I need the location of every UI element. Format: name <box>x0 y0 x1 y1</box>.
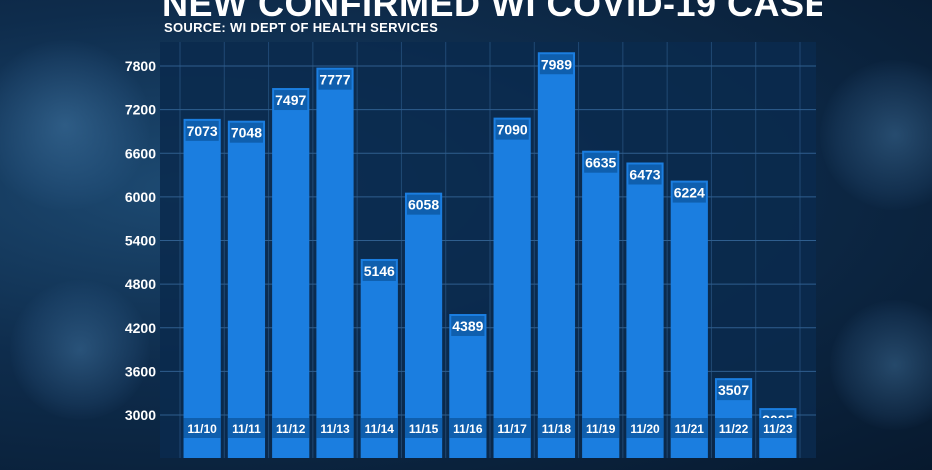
bar <box>670 180 708 459</box>
x-tick-label: 11/13 <box>320 422 350 436</box>
y-tick-label: 5400 <box>125 233 156 249</box>
bar <box>626 162 664 459</box>
bar-value-label: 7090 <box>497 122 528 138</box>
bar-value-label: 6224 <box>674 185 705 201</box>
y-tick-label: 7800 <box>125 58 156 74</box>
virus-decoration <box>820 60 932 210</box>
bar-label-bg <box>716 380 751 401</box>
bar-label-bg <box>672 182 706 203</box>
bar-label-bg <box>229 122 264 143</box>
category-label-bg <box>183 418 221 438</box>
bar-value-label: 3507 <box>718 382 749 398</box>
bar-value-label: 6473 <box>629 166 660 182</box>
bar-label-bg <box>362 260 396 281</box>
bar-value-label: 6635 <box>585 155 616 171</box>
x-tick-label: 11/20 <box>630 422 660 436</box>
x-tick-label: 11/19 <box>586 422 616 436</box>
bar-label-bg <box>451 316 485 337</box>
bar <box>537 52 576 459</box>
bar-value-label: 7048 <box>231 125 262 141</box>
bar <box>227 120 266 458</box>
bar-value-label: 7073 <box>187 123 218 139</box>
category-label-bg <box>227 418 266 438</box>
x-tick-label: 11/11 <box>232 422 261 436</box>
bars <box>183 52 797 459</box>
bar-value-label: 6058 <box>408 197 439 213</box>
bar-label-bg <box>274 90 308 111</box>
category-label-bg <box>537 418 576 438</box>
bar <box>582 150 620 459</box>
virus-decoration <box>0 40 150 210</box>
bar <box>493 117 531 458</box>
y-tick-label: 7200 <box>125 102 156 118</box>
x-tick-label: 11/17 <box>497 422 527 436</box>
bar-label-bg <box>628 164 662 185</box>
y-tick-label: 4800 <box>125 276 156 292</box>
category-label-bg <box>272 418 310 438</box>
x-tick-label: 11/10 <box>187 422 217 436</box>
bar-label-bg <box>495 119 529 140</box>
category-label-bg <box>449 418 487 438</box>
category-label-bg <box>714 418 753 438</box>
x-tick-label: 11/22 <box>719 422 749 436</box>
bar-label-bg <box>584 152 618 173</box>
category-label-bg <box>360 418 398 438</box>
y-tick-label: 6600 <box>125 145 156 161</box>
category-label-bg <box>670 418 708 438</box>
category-label-bg <box>759 418 797 438</box>
category-label-bg <box>582 418 620 438</box>
bar <box>404 192 443 459</box>
bar-label-bg <box>318 69 352 90</box>
y-tick-label: 4200 <box>125 320 156 336</box>
virus-decoration <box>830 300 932 430</box>
bar-label-bg <box>406 194 441 215</box>
y-tick-label: 6000 <box>125 189 156 205</box>
x-tick-label: 11/18 <box>542 422 572 436</box>
bar <box>316 67 354 458</box>
x-tick-label: 11/12 <box>276 422 306 436</box>
category-label-bg <box>626 418 664 438</box>
category-label-bg <box>493 418 531 438</box>
x-tick-label: 11/16 <box>453 422 483 436</box>
x-tick-label: 11/14 <box>365 422 395 436</box>
bar <box>183 118 221 459</box>
bar-value-label: 4389 <box>452 318 483 334</box>
x-tick-label: 11/21 <box>675 422 705 436</box>
bar-label-bg <box>539 54 574 75</box>
y-tick-label: 3600 <box>125 363 156 379</box>
x-tick-label: 11/15 <box>409 422 439 436</box>
bar-value-label: 5146 <box>364 263 395 279</box>
bar <box>272 88 310 458</box>
bar-label-bg <box>185 120 219 141</box>
bar-value-label: 7497 <box>275 92 306 108</box>
y-tick-label: 3000 <box>125 407 156 423</box>
category-label-bg <box>316 418 354 438</box>
chart-subtitle: SOURCE: WI DEPT OF HEALTH SERVICES <box>164 20 439 35</box>
virus-decoration <box>10 280 150 420</box>
x-axis-labels: 11/10 11/11 11/12 11/13 11/14 11/15 11/16 11/17… <box>183 418 797 438</box>
bar-value-label: 7989 <box>541 56 572 72</box>
y-axis-ticks: 3000 3600 4200 4800 5400 6000 6600 7200 7800 <box>125 58 156 423</box>
category-label-bg <box>404 418 443 438</box>
x-tick-label: 11/23 <box>763 422 793 436</box>
bar-value-label: 7777 <box>319 72 350 88</box>
